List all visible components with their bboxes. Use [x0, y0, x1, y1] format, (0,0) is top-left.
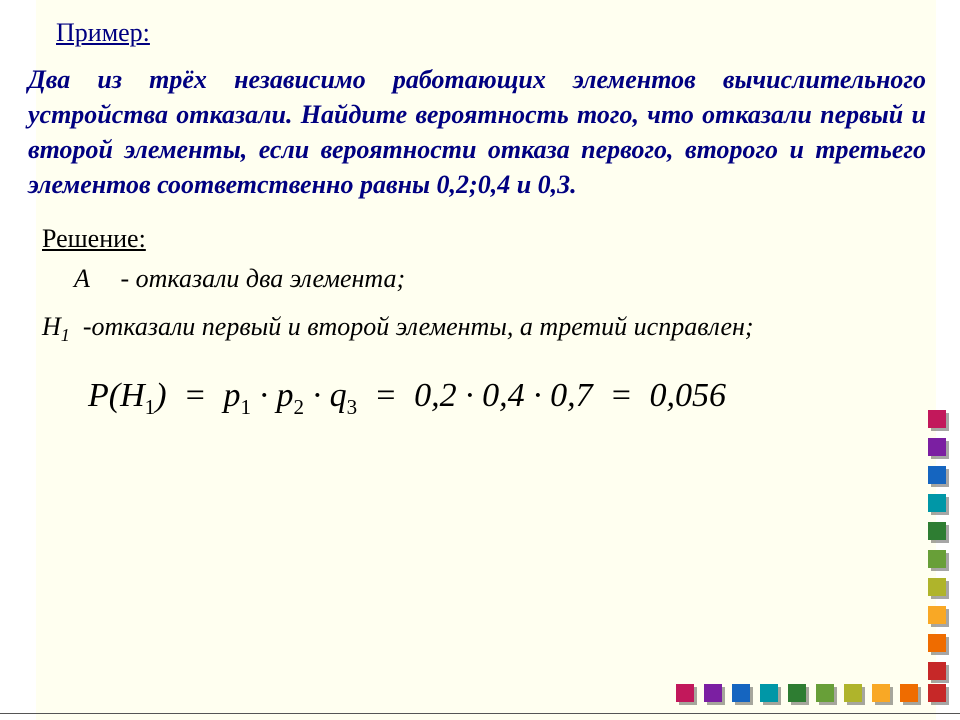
deco-square	[928, 410, 946, 428]
deco-square	[704, 684, 722, 702]
example-heading: Пример:	[56, 18, 926, 48]
deco-square	[788, 684, 806, 702]
decoration-squares-row	[676, 684, 946, 702]
event-h1-line: H1 -отказали первый и второй элементы, а…	[42, 312, 926, 346]
deco-square	[872, 684, 890, 702]
deco-square	[928, 522, 946, 540]
event-h1-symbol: H1	[42, 312, 70, 341]
slide-content: Пример: Два из трёх независимо работающи…	[28, 6, 926, 419]
formula-numbers: 0,2 · 0,4 · 0,7	[414, 377, 593, 414]
footer-divider	[0, 713, 960, 714]
decoration-squares-column	[928, 410, 946, 690]
deco-square	[816, 684, 834, 702]
deco-square	[928, 606, 946, 624]
deco-square	[928, 494, 946, 512]
deco-square	[928, 662, 946, 680]
deco-square	[928, 634, 946, 652]
probability-formula: P(H1) = p1 · p2 · q3 = 0,2 · 0,4 · 0,7 =…	[88, 377, 926, 420]
deco-square	[732, 684, 750, 702]
deco-square	[760, 684, 778, 702]
deco-square	[928, 466, 946, 484]
deco-square	[844, 684, 862, 702]
deco-square	[928, 578, 946, 596]
event-a-description: - отказали два элемента;	[121, 264, 406, 293]
solution-heading: Решение:	[42, 224, 926, 254]
deco-square	[928, 438, 946, 456]
formula-result: 0,056	[650, 377, 727, 414]
deco-square	[928, 684, 946, 702]
problem-statement: Два из трёх независимо работающих элемен…	[28, 62, 926, 202]
deco-square	[928, 550, 946, 568]
event-h1-description: -отказали первый и второй элементы, а тр…	[83, 312, 754, 341]
deco-square	[900, 684, 918, 702]
deco-square	[676, 684, 694, 702]
event-a-line: A - отказали два элемента;	[74, 264, 926, 294]
event-a-symbol: A	[74, 264, 114, 294]
